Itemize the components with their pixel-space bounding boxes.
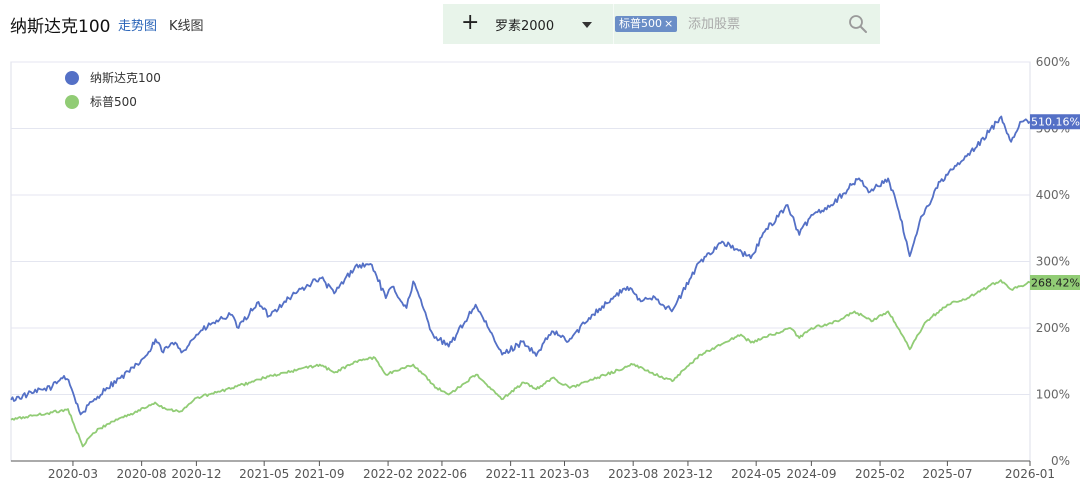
x-tick-label: 2025-02: [855, 467, 905, 481]
compare-chip-label: 标普500: [619, 17, 662, 30]
y-tick-label: 400%: [1036, 188, 1070, 202]
legend-label: 纳斯达克100: [90, 71, 161, 85]
series-line: [10, 115, 1031, 416]
chart-title: 纳斯达克100: [10, 17, 111, 37]
x-tick-label: 2025-07: [922, 467, 972, 481]
series-end-label: 268.42%: [1030, 275, 1080, 291]
y-tick-label: 100%: [1036, 388, 1070, 402]
x-tick-label: 2021-05: [239, 467, 289, 481]
x-tick-label: 2023-12: [663, 467, 713, 481]
compare-select-label[interactable]: 罗素2000: [495, 19, 555, 34]
add-stock-input[interactable]: [688, 14, 828, 34]
series-end-label-text: 268.42%: [1031, 277, 1080, 290]
series-end-label-bg: [1030, 275, 1080, 291]
x-tick-label: 2024-05: [731, 467, 781, 481]
series-end-label-bg: [1030, 114, 1080, 130]
series-end-label: 510.16%: [1030, 114, 1080, 130]
plus-icon[interactable]: +: [461, 10, 480, 35]
y-tick-label: 200%: [1036, 321, 1070, 335]
x-tick-label: 2020-03: [48, 467, 98, 481]
x-tick-label: 2020-12: [171, 467, 221, 481]
x-tick-label: 2023-08: [608, 467, 658, 481]
toolbar-divider: [613, 4, 614, 44]
y-tick-label: 300%: [1036, 255, 1070, 269]
legend-marker: [65, 95, 79, 109]
x-tick-label: 2021-09: [294, 467, 344, 481]
chevron-down-icon[interactable]: [582, 22, 592, 28]
x-tick-label: 2022-02: [363, 467, 413, 481]
x-tick-label: 2022-06: [417, 467, 467, 481]
compare-chip[interactable]: 标普500 ×: [615, 16, 678, 32]
x-tick-label: 2020-08: [117, 467, 167, 481]
compare-toolbar: + 罗素2000 标普500 ×: [443, 4, 880, 44]
tab-kline[interactable]: K线图: [169, 19, 204, 34]
x-tick-label: 2022-11: [486, 467, 536, 481]
x-tick-label: 2024-09: [786, 467, 836, 481]
x-tick-label: 2026-01: [1005, 467, 1055, 481]
series-line: [10, 279, 1031, 448]
series-end-label-text: 510.16%: [1031, 116, 1080, 129]
y-tick-label: 600%: [1036, 55, 1070, 69]
close-icon[interactable]: ×: [664, 17, 674, 30]
x-tick-label: 2023-03: [539, 467, 589, 481]
y-tick-label: 0%: [1051, 454, 1070, 468]
search-icon[interactable]: [848, 14, 868, 34]
legend-marker: [65, 71, 79, 85]
tab-trend[interactable]: 走势图: [118, 19, 158, 34]
legend-label: 标普500: [90, 95, 137, 109]
